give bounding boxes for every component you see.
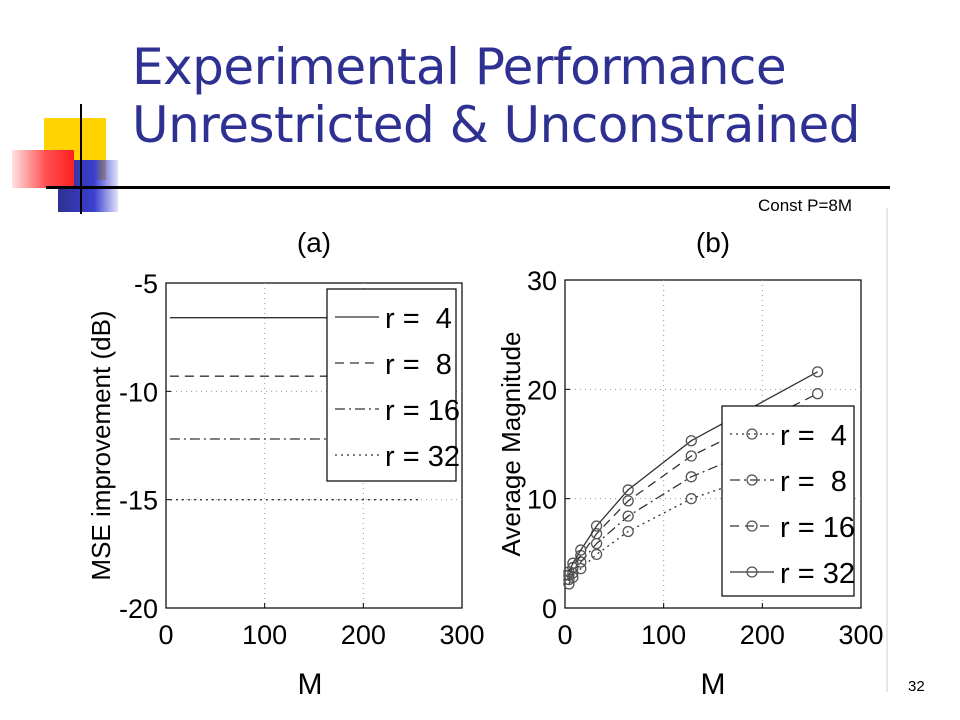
chart-a-title: (a) [297,227,331,258]
chart-b-y-tick-label: 0 [542,594,557,624]
chart-a-y-tick-label: -20 [119,594,158,624]
chart-a-x-tick-label: 200 [341,620,386,650]
chart-b-data-point [685,493,697,505]
slide-title: Experimental Performance Unrestricted & … [132,38,860,154]
chart-a-x-tick-label: 0 [158,620,173,650]
chart-b-y-tick-label: 20 [527,375,557,405]
chart-b-data-point [685,471,697,483]
chart-a-legend-label-3: r = 16 [385,395,460,427]
chart-b-legend-box [721,405,855,597]
chart-a-legend-label-4: r = 32 [385,441,460,473]
chart-b-data-point [590,520,603,532]
title-line-1: Experimental Performance [132,38,787,96]
chart-b-data-point [811,388,824,400]
chart-b-legend-marker [746,566,758,578]
chart-a-x-tick-label: 300 [439,620,484,650]
title-underline [46,186,890,189]
chart-b-data-point [622,495,634,507]
chart-b-x-tick-label: 0 [557,620,572,650]
note-text: Const P=8M [758,196,853,215]
page-number: 32 [908,678,925,695]
chart-b-legend-label-4: r = 32 [780,558,855,590]
chart-b-data-point [575,556,587,568]
chart-b-legend-label-1: r = 4 [780,420,847,452]
chart-b-data-point [622,525,634,538]
chart-a-y-tick-label: -15 [119,486,158,516]
chart-b-series-line-4 [568,371,818,573]
chart-b-x-tick-label: 300 [838,620,883,650]
chart-b-legend-marker [746,428,758,440]
chart-b-data-point [622,484,634,496]
chart-b-title: (b) [696,227,730,258]
chart-a-legend-label-2: r = 8 [385,349,452,381]
chart-b-y-axis-label: Average Magnitude [496,331,526,556]
chart-b-data-point [567,557,579,569]
chart-b-legend-label-3: r = 16 [780,512,855,544]
chart-b-y-tick-label: 10 [527,485,557,515]
chart-a-y-tick-label: -5 [134,269,158,299]
title-line-2: Unrestricted & Unconstrained [132,96,860,154]
chart-a-y-tick-label: -10 [119,377,158,407]
chart-b-x-axis-label: M [701,668,726,701]
red-square-deco [12,150,74,188]
chart-a-y-axis-label: MSE improvement (dB) [86,310,116,580]
chart-b-legend-label-2: r = 8 [780,466,847,498]
chart-b-x-tick-label: 200 [740,620,785,650]
chart-a-legend-label-1: r = 4 [385,303,452,335]
chart-b-legend-marker [746,474,758,486]
chart-b-data-point [590,548,603,561]
chart-a-legend-box [326,288,457,482]
chart-b-series-line-3 [568,393,818,576]
chart-b-data-point [685,435,697,447]
chart-b-data-point [811,366,824,378]
chart-a-x-axis-label: M [298,668,323,701]
chart-b-data-point [685,450,697,462]
chart-b-legend-marker [746,520,758,532]
vertical-rule [80,104,82,214]
chart-b-y-tick-label: 30 [527,266,557,296]
chart-b-x-tick-label: 100 [641,620,686,650]
chart-a-x-tick-label: 100 [242,620,287,650]
chart-b-data-point [622,510,634,522]
chart-b-data-point [575,544,587,556]
